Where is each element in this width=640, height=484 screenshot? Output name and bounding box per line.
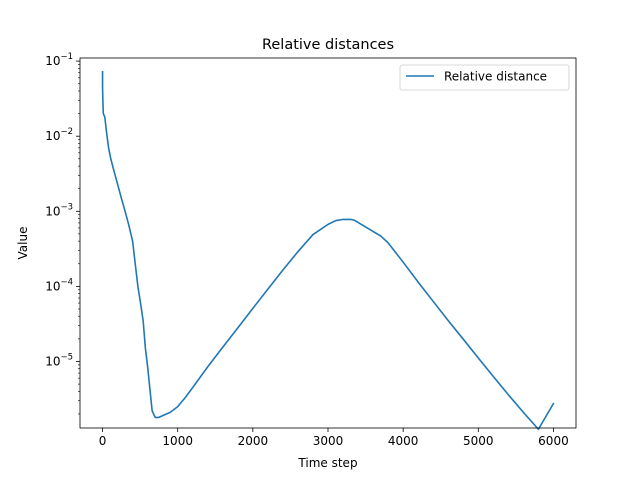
y-tick-label-base: 10 bbox=[45, 129, 60, 143]
y-tick-label-exponent: −4 bbox=[60, 277, 73, 287]
x-tick-label: 1000 bbox=[162, 434, 193, 448]
x-tick-label: 5000 bbox=[463, 434, 494, 448]
y-tick-label: 10−2 bbox=[45, 127, 73, 143]
x-tick-label: 4000 bbox=[388, 434, 419, 448]
y-tick-label: 10−3 bbox=[45, 202, 73, 218]
chart-title: Relative distances bbox=[262, 37, 394, 53]
x-tick-label: 3000 bbox=[313, 434, 344, 448]
y-tick-label-base: 10 bbox=[45, 204, 60, 218]
y-tick-label: 10−5 bbox=[45, 352, 73, 368]
x-axis-label: Time step bbox=[297, 456, 357, 470]
y-tick-label-exponent: −5 bbox=[60, 352, 73, 362]
legend-box bbox=[399, 64, 570, 91]
x-tick-label: 2000 bbox=[238, 434, 269, 448]
y-axis-ticks: 10−510−410−310−210−1 bbox=[45, 52, 80, 415]
y-tick-label-exponent: −2 bbox=[60, 127, 73, 137]
series-line-relative-distance bbox=[101, 71, 555, 431]
legend: Relative distance bbox=[399, 64, 570, 91]
y-tick-label-exponent: −3 bbox=[60, 202, 73, 212]
y-tick-label: 10−4 bbox=[45, 277, 73, 293]
y-tick-label-exponent: −1 bbox=[60, 52, 73, 62]
x-axis-ticks: 0 1000 2000 3000 4000 5000 6000 bbox=[99, 428, 569, 448]
x-tick-label: 6000 bbox=[538, 434, 569, 448]
y-tick-label-base: 10 bbox=[45, 354, 60, 368]
y-tick-label-base: 10 bbox=[45, 54, 60, 68]
legend-label: Relative distance bbox=[444, 70, 547, 84]
y-tick-label: 10−1 bbox=[45, 52, 73, 68]
y-tick-label-base: 10 bbox=[45, 279, 60, 293]
x-tick-label: 0 bbox=[99, 434, 107, 448]
y-axis-label: Value bbox=[16, 227, 30, 260]
